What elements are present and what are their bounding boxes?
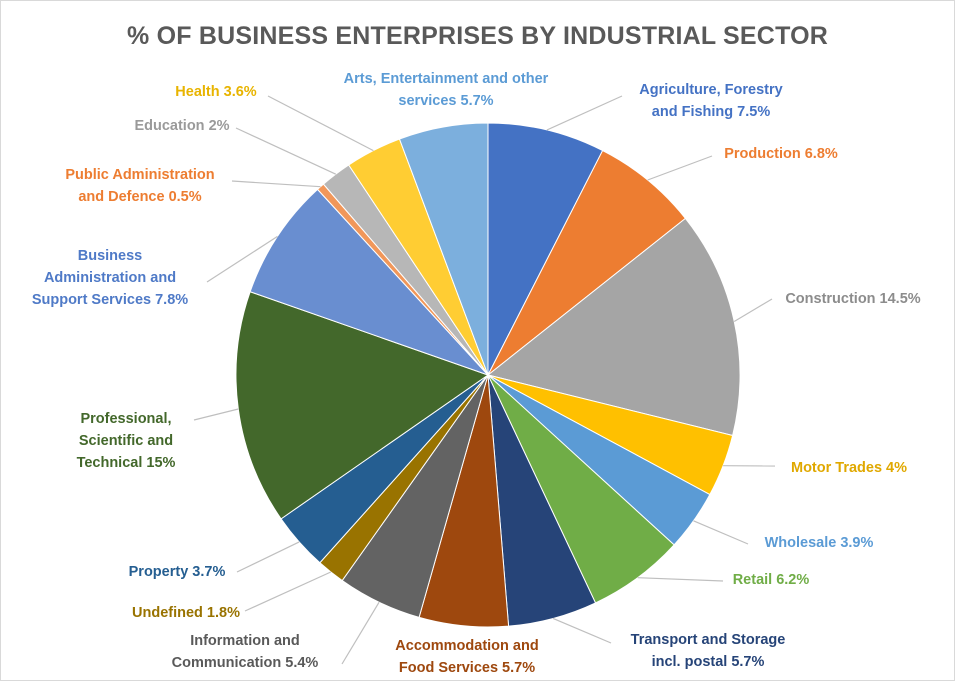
leader-line: [193, 408, 239, 421]
leader-line: [552, 617, 612, 644]
pie-slices: [235, 122, 741, 628]
slice-label: Business Administration and Support Servic…: [32, 248, 188, 308]
pie-slice-professional-scientific-and-technical: [235, 291, 490, 520]
leader-line: [693, 520, 749, 545]
leader-line: [647, 155, 713, 181]
pie-slice-business-administration-and-support-services: [249, 188, 489, 376]
leader-line: [267, 95, 374, 152]
leader-line: [206, 235, 278, 283]
slice-label: Undefined 1.8%: [132, 605, 240, 621]
slice-label: Information and Communication 5.4%: [172, 633, 319, 671]
leader-line: [341, 601, 380, 665]
slice-label: Public Administration and Defence 0.5%: [65, 167, 214, 205]
slice-label: Arts, Entertainment and other services 5.…: [344, 71, 549, 109]
chart-title: % OF BUSINESS ENTERPRISES BY INDUSTRIAL …: [127, 22, 828, 50]
slice-label: Production 6.8%: [724, 146, 838, 162]
slice-labels: Agriculture, Forestry and Fishing 7.5% Pro…: [32, 71, 921, 676]
slice-label: Retail 6.2%: [733, 572, 810, 588]
slice-label: Education 2%: [134, 118, 229, 134]
leader-line: [236, 541, 300, 573]
pie-slice-agriculture-forestry-and-fishing: [487, 122, 604, 376]
leader-line: [637, 577, 724, 582]
leader-line: [733, 298, 773, 323]
pie-slice-production: [487, 149, 687, 376]
slice-label: Accommodation and Food Services 5.7%: [395, 638, 538, 676]
leader-line: [235, 127, 337, 175]
slice-label: Construction 14.5%: [785, 291, 920, 307]
leader-line: [244, 571, 332, 612]
leader-line: [231, 180, 321, 188]
slice-label: Professional, Scientific and Technical 15%: [77, 411, 176, 471]
leader-line: [546, 95, 623, 131]
slice-label: Health 3.6%: [175, 84, 256, 100]
slice-label: Agriculture, Forestry and Fishing 7.5%: [639, 82, 782, 120]
leader-lines: [193, 95, 776, 665]
slice-label: Transport and Storage incl. postal 5.7%: [631, 632, 786, 670]
slice-label: Motor Trades 4%: [791, 460, 907, 476]
slice-label: Property 3.7%: [129, 564, 226, 580]
slice-label: Wholesale 3.9%: [765, 535, 874, 551]
pie-slice-arts-entertainment-and-other-services: [398, 122, 489, 376]
